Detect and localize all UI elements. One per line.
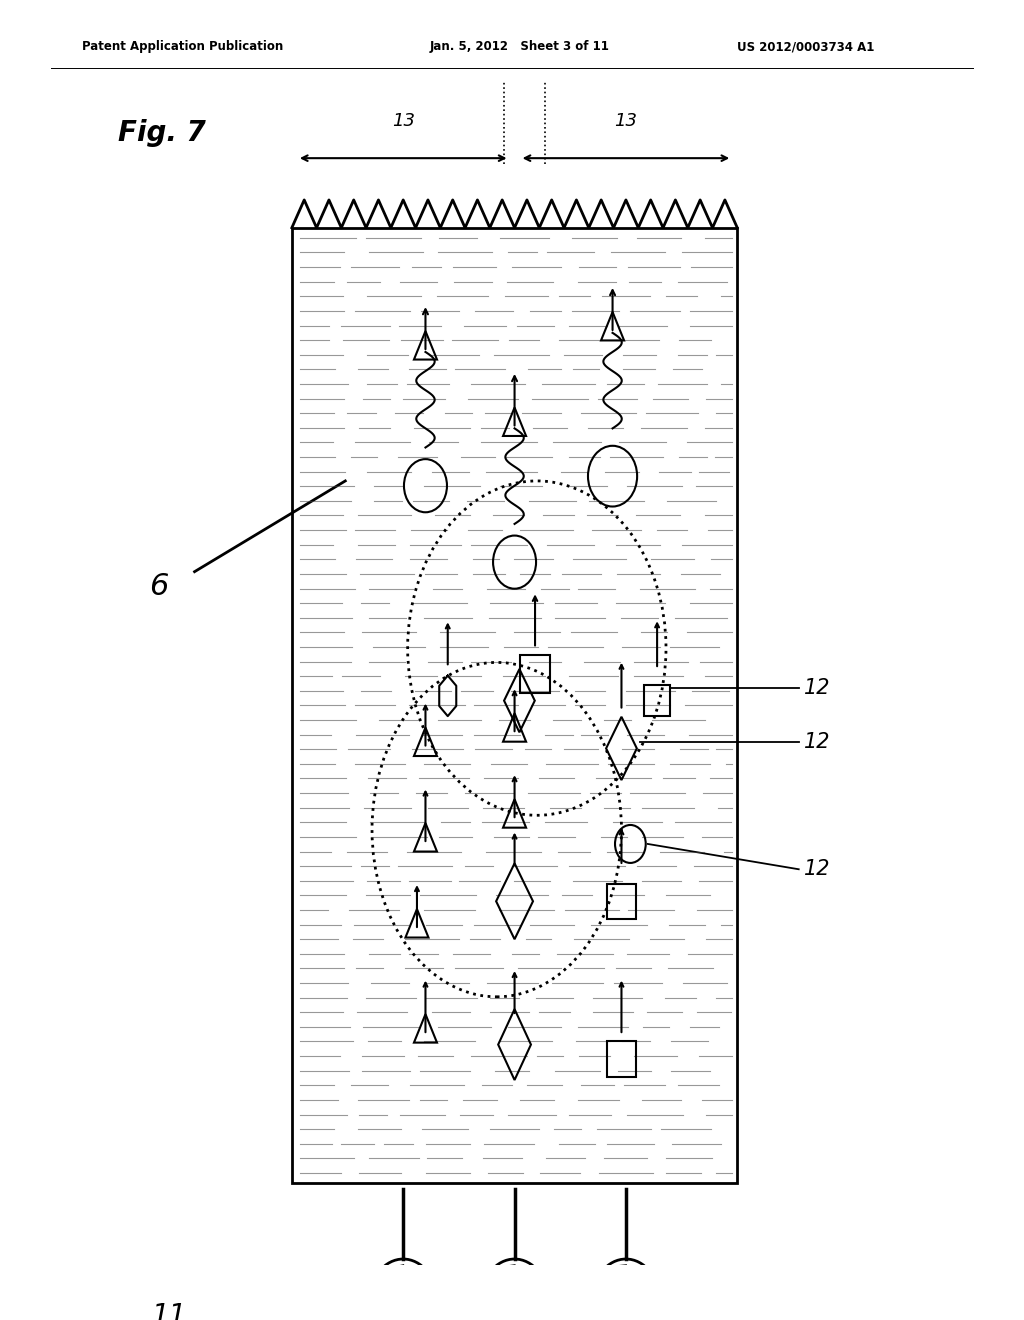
Bar	[607, 1041, 636, 1077]
Bar	[519, 655, 551, 693]
Text: 11: 11	[152, 1302, 186, 1320]
Text: 12: 12	[804, 733, 830, 752]
Bar	[292, 228, 737, 1183]
Text: 6: 6	[150, 572, 168, 601]
Text: Patent Application Publication: Patent Application Publication	[82, 41, 284, 53]
Text: Fig. 7: Fig. 7	[118, 119, 206, 147]
Text: Jan. 5, 2012   Sheet 3 of 11: Jan. 5, 2012 Sheet 3 of 11	[430, 41, 610, 53]
Text: 13: 13	[392, 112, 415, 131]
Bar	[607, 883, 636, 919]
Text: 13: 13	[614, 112, 637, 131]
Text: 12: 12	[804, 678, 830, 698]
Bar	[644, 685, 670, 717]
Text: US 2012/0003734 A1: US 2012/0003734 A1	[737, 41, 874, 53]
Text: 12: 12	[804, 859, 830, 879]
